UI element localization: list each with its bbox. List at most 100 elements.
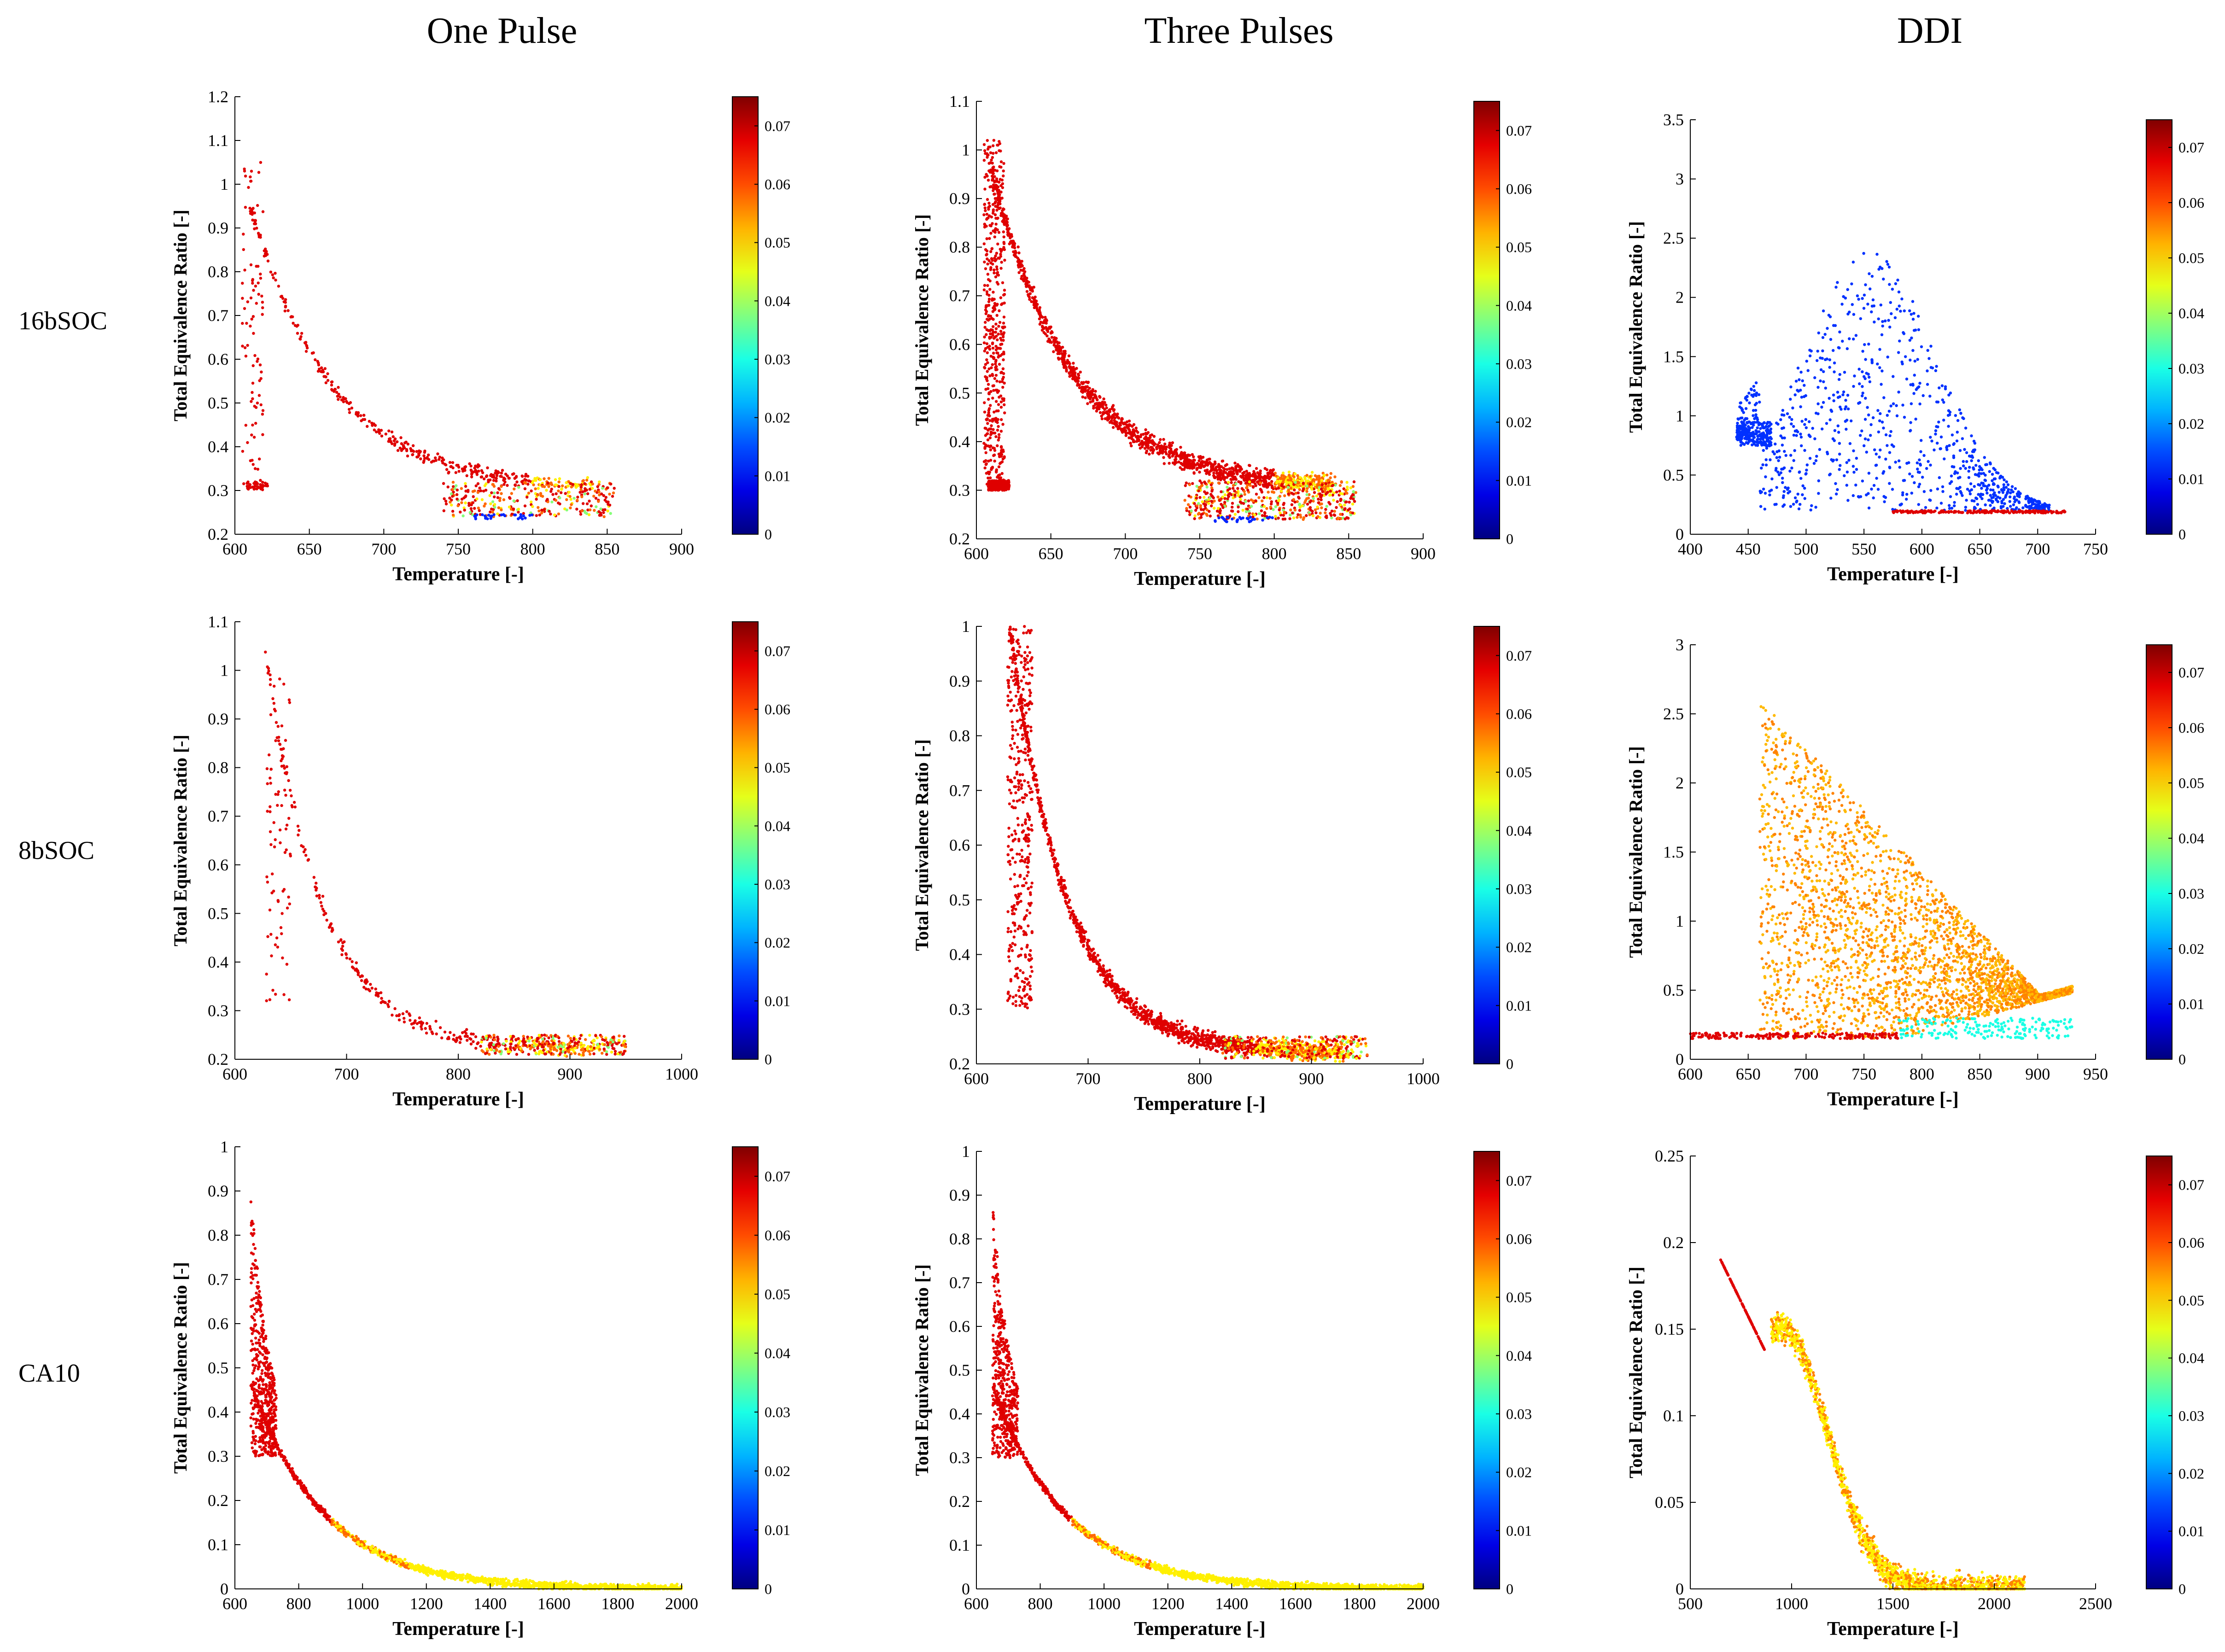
scatter-point xyxy=(1902,332,1906,335)
scatter-point xyxy=(1895,414,1899,417)
scatter-point xyxy=(464,482,467,485)
scatter-point xyxy=(1745,398,1748,402)
scatter-point xyxy=(2010,485,2014,488)
scatter-point xyxy=(1078,386,1081,389)
scatter-point xyxy=(415,455,419,459)
scatter-point xyxy=(1025,285,1028,288)
scatter-point xyxy=(993,271,996,274)
scatter-point xyxy=(1781,409,1785,412)
scatter-point xyxy=(469,468,473,472)
scatter-point xyxy=(991,310,994,313)
scatter-point xyxy=(468,462,471,466)
scatter-point xyxy=(495,474,499,477)
scatter-point xyxy=(990,158,993,162)
scatter-point xyxy=(1077,374,1080,377)
scatter-point xyxy=(1876,409,1880,412)
scatter-point xyxy=(1908,309,1911,312)
scatter-point xyxy=(1981,482,1985,485)
scatter-point xyxy=(1939,435,1943,438)
scatter-point xyxy=(1736,421,1739,425)
scatter-point xyxy=(585,489,588,492)
scatter-point xyxy=(493,495,496,499)
scatter-point xyxy=(2012,503,2015,507)
y-tick-label: 0.2 xyxy=(949,530,970,548)
scatter-point xyxy=(605,500,608,503)
scatter-point xyxy=(1774,442,1777,446)
scatter-point xyxy=(1340,480,1343,484)
scatter-point xyxy=(1162,448,1165,452)
scatter-point xyxy=(1815,411,1818,415)
scatter-point xyxy=(519,513,522,516)
scatter-point xyxy=(1206,468,1209,472)
scatter-point xyxy=(998,309,1001,312)
scatter-point xyxy=(592,495,596,498)
scatter-point xyxy=(535,497,538,501)
scatter-point xyxy=(486,517,489,520)
scatter-point xyxy=(1266,475,1269,478)
scatter-point xyxy=(1092,404,1095,408)
scatter-point xyxy=(550,500,554,504)
scatter-point xyxy=(1053,336,1056,339)
scatter-point xyxy=(1194,508,1197,512)
scatter-point xyxy=(1263,511,1267,514)
scatter-point xyxy=(1740,407,1743,410)
scatter-point xyxy=(568,495,572,498)
scatter-point xyxy=(1751,438,1754,441)
scatter-point xyxy=(994,204,997,208)
scatter-point xyxy=(1955,439,1959,443)
scatter-point xyxy=(2002,510,2005,513)
scatter-point xyxy=(1834,482,1837,485)
scatter-point xyxy=(1877,268,1880,271)
scatter-point xyxy=(2013,500,2016,503)
scatter-point xyxy=(998,347,1001,350)
scatter-point xyxy=(253,467,257,470)
scatter-point xyxy=(1336,500,1339,503)
scatter-point xyxy=(1781,496,1785,499)
colorbar-tick-label: 0.03 xyxy=(1506,356,1532,372)
scatter-point xyxy=(1947,425,1950,428)
scatter-point xyxy=(1162,462,1166,465)
scatter-point xyxy=(1875,477,1878,480)
scatter-point xyxy=(1866,303,1869,306)
scatter-point xyxy=(596,485,599,488)
scatter-point xyxy=(502,483,506,486)
scatter-point xyxy=(1803,449,1806,452)
scatter-point xyxy=(1226,516,1230,519)
scatter-point xyxy=(335,391,339,394)
scatter-point xyxy=(1878,348,1881,351)
scatter-point xyxy=(1130,444,1133,448)
scatter-point xyxy=(284,304,287,308)
scatter-point xyxy=(984,363,987,366)
scatter-point xyxy=(1212,471,1215,475)
scatter-point xyxy=(1879,412,1882,415)
scatter-point xyxy=(1292,516,1296,520)
scatter-point xyxy=(1260,509,1263,513)
scatter-point xyxy=(1810,504,1813,508)
scatter-point xyxy=(1331,484,1335,487)
scatter-point xyxy=(253,485,256,488)
scatter-point xyxy=(1147,437,1151,440)
scatter-point xyxy=(998,142,1002,145)
scatter-point xyxy=(2024,510,2027,513)
scatter-point xyxy=(1244,474,1247,478)
scatter-point xyxy=(512,499,515,502)
scatter-point xyxy=(1832,393,1835,397)
scatter-point xyxy=(1187,503,1190,506)
scatter-point xyxy=(1205,514,1209,517)
scatter-point xyxy=(423,451,426,454)
scatter-point xyxy=(997,425,1000,428)
scatter-point xyxy=(1752,389,1756,392)
scatter-point xyxy=(1884,433,1888,437)
scatter-point xyxy=(1088,386,1091,390)
scatter-point xyxy=(1002,174,1005,178)
scatter-point xyxy=(1889,301,1892,304)
scatter-point xyxy=(988,445,992,449)
scatter-point xyxy=(1281,471,1285,475)
scatter-point xyxy=(1764,458,1768,461)
scatter-point xyxy=(1831,437,1835,440)
scatter-point xyxy=(1775,502,1778,506)
x-axis-label: Temperature [-] xyxy=(1134,568,1266,590)
scatter-point xyxy=(1779,418,1782,421)
scatter-point xyxy=(983,349,986,353)
scatter-point xyxy=(986,438,990,442)
